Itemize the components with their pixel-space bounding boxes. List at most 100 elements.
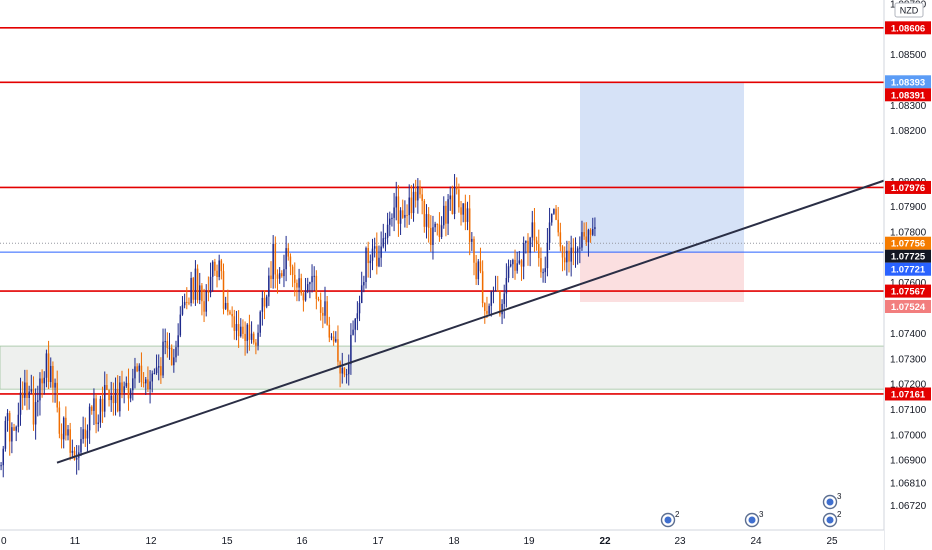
candle-body	[574, 251, 577, 253]
candle-body	[300, 278, 302, 294]
candle	[166, 332, 169, 358]
candle	[116, 375, 119, 413]
candle-body	[533, 222, 536, 241]
candle	[399, 207, 402, 235]
candle-body	[430, 227, 432, 245]
trendline[interactable]	[56, 179, 885, 464]
candle	[594, 217, 596, 237]
position-target-zone[interactable]	[580, 81, 744, 253]
candle	[194, 260, 197, 306]
candle	[555, 204, 557, 221]
target-badge: 1.08393	[885, 75, 931, 89]
candle	[306, 277, 309, 294]
candle	[466, 201, 469, 231]
candle	[265, 294, 268, 309]
candle-body	[496, 290, 499, 292]
candle-body	[186, 301, 188, 303]
candle-body	[488, 305, 490, 314]
candle-body	[384, 237, 387, 239]
candle-body	[4, 420, 7, 449]
candle-body	[99, 398, 102, 423]
candle	[583, 222, 585, 240]
currency-label-box[interactable]: NZD	[894, 2, 924, 18]
y-tick-label: 1.07000	[890, 430, 927, 441]
event-marker[interactable]: 3	[744, 510, 765, 528]
candle	[548, 207, 551, 251]
candle-body	[242, 326, 244, 334]
candle-body	[389, 218, 391, 225]
candle	[503, 284, 505, 319]
candle	[421, 188, 423, 215]
candle-body	[283, 269, 285, 277]
candle-body	[82, 429, 84, 440]
candle	[527, 233, 529, 266]
candle	[147, 366, 149, 393]
candle	[576, 246, 579, 265]
candle	[423, 198, 426, 233]
plot-area[interactable]	[0, 0, 884, 530]
candle	[103, 371, 106, 418]
candle-body	[58, 407, 61, 434]
candle	[28, 385, 30, 410]
candle-body	[207, 291, 210, 293]
candle-body	[188, 302, 190, 304]
candle	[97, 414, 100, 432]
candle-body	[566, 250, 568, 263]
candle	[492, 286, 495, 304]
candle-body	[298, 278, 300, 288]
candle-body	[443, 205, 445, 226]
candle-body	[67, 429, 69, 436]
candle-body	[438, 224, 441, 238]
candle-body	[399, 210, 402, 224]
candle-body	[123, 386, 125, 393]
candle	[231, 306, 233, 328]
y-tick-label: 1.07900	[890, 202, 927, 213]
candle	[257, 324, 259, 351]
event-marker[interactable]: 2	[660, 510, 681, 528]
candle-body	[475, 262, 477, 280]
candle	[376, 232, 378, 275]
candle-body	[579, 247, 581, 249]
candle	[341, 352, 344, 384]
candle	[6, 409, 9, 432]
candle	[75, 445, 78, 475]
event-marker-count: 3	[837, 492, 842, 501]
candle	[153, 368, 156, 375]
candle-body	[447, 199, 449, 224]
x-tick-label: 23	[674, 536, 686, 547]
candle-body	[339, 361, 341, 374]
candle	[270, 261, 272, 289]
candle-body	[373, 246, 376, 249]
candle	[371, 238, 374, 271]
time-axis[interactable]	[0, 530, 884, 550]
candle-body	[255, 342, 257, 346]
target-badge-text: 1.08393	[891, 77, 925, 88]
candle	[386, 212, 389, 245]
candle-body	[151, 373, 153, 382]
candle	[261, 291, 264, 326]
candle-body	[276, 274, 279, 279]
candle-body	[93, 398, 95, 411]
trendline-layer[interactable]	[56, 179, 885, 464]
candle-body	[531, 222, 534, 238]
candle-body	[548, 222, 551, 243]
candle	[360, 271, 363, 304]
y-tick-label: 1.07200	[890, 380, 927, 391]
position-stop-zone[interactable]	[580, 252, 744, 302]
y-tick-label: 1.07600	[890, 278, 927, 289]
candle	[436, 223, 439, 236]
candle	[404, 200, 406, 228]
candle	[127, 368, 130, 411]
candle-body	[326, 301, 328, 325]
event-marker[interactable]: 3	[822, 492, 843, 510]
candle-body	[160, 366, 162, 376]
candle	[125, 376, 128, 388]
candle	[170, 344, 173, 366]
candle	[587, 228, 590, 257]
event-marker[interactable]: 2	[822, 510, 843, 528]
candle-body	[112, 395, 115, 404]
level-badge-bg	[885, 21, 931, 35]
candle-body	[62, 417, 65, 440]
candle	[248, 314, 251, 351]
